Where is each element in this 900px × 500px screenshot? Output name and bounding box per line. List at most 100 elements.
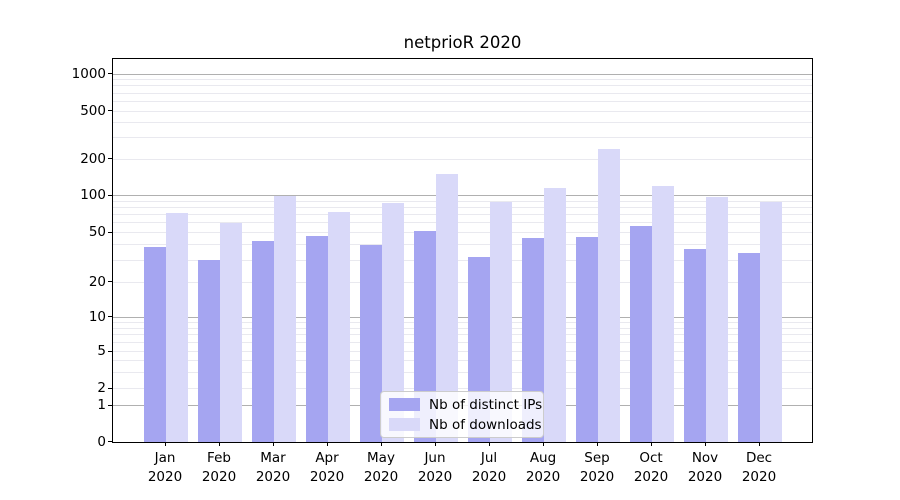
gridline-minor: [113, 214, 812, 216]
legend-item-distinct-ips: Nb of distinct IPs: [381, 396, 543, 413]
x-tick-label-jan: Jan 2020: [135, 449, 195, 486]
x-tick-label-jul: Jul 2020: [459, 449, 519, 486]
x-tick-month: Jul: [480, 450, 498, 466]
x-tick-month: Sep: [584, 450, 610, 466]
y-tick-mark: [108, 73, 112, 74]
y-tick-label: 5: [97, 343, 106, 359]
legend-item-downloads: Nb of downloads: [381, 416, 543, 433]
gridline-minor: [113, 232, 812, 233]
x-tick-year: 2020: [471, 468, 507, 485]
gridline-minor: [113, 341, 812, 343]
y-tick-label: 100: [80, 187, 106, 203]
bar-downloads-aug: [543, 188, 566, 442]
y-tick-mark: [108, 158, 112, 159]
x-tick-month: Oct: [639, 450, 663, 466]
bar-distinct-ips-dec: [737, 253, 760, 442]
x-tick-label-nov: Nov 2020: [675, 449, 735, 486]
bar-downloads-mar: [273, 195, 296, 442]
gridline-minor: [113, 259, 812, 261]
bar-downloads-jan: [165, 213, 188, 442]
x-tick-label-apr: Apr 2020: [297, 449, 357, 486]
gridline-minor: [113, 158, 812, 160]
legend-swatch-distinct-ips: [389, 398, 420, 411]
x-tick-label-sep: Sep 2020: [567, 449, 627, 486]
x-tick-month: Aug: [529, 450, 557, 466]
bar-distinct-ips-oct: [629, 225, 652, 442]
bar-distinct-ips-apr: [305, 235, 328, 442]
y-tick-mark: [108, 387, 112, 389]
gridline-minor: [113, 222, 812, 224]
y-tick-label: 200: [80, 150, 106, 167]
gridline-minor: [113, 281, 812, 283]
bar-downloads-jul: [489, 202, 512, 442]
gridline-minor: [113, 244, 812, 246]
gridline-minor: [113, 92, 812, 94]
x-tick-mark: [488, 442, 490, 446]
x-tick-mark: [218, 442, 220, 446]
gridline-minor: [113, 200, 812, 202]
x-tick-year: 2020: [417, 468, 453, 485]
x-tick-label-may: May 2020: [351, 449, 411, 486]
bar-distinct-ips-jan: [143, 247, 166, 442]
gridline-minor: [113, 85, 812, 87]
gridline-minor: [113, 388, 812, 389]
gridline-minor: [113, 110, 812, 112]
x-tick-month: Jan: [154, 450, 176, 466]
legend-label: Nb of downloads: [429, 416, 542, 433]
y-tick-mark: [108, 441, 112, 442]
x-tick-month: Mar: [260, 450, 286, 466]
y-tick-label: 50: [88, 224, 106, 240]
y-tick-mark: [108, 316, 112, 317]
bar-distinct-ips-sep: [575, 237, 598, 442]
bar-distinct-ips-feb: [197, 260, 220, 442]
x-tick-year: 2020: [741, 468, 777, 485]
x-tick-mark: [272, 442, 274, 446]
gridline-minor: [113, 137, 812, 139]
x-tick-label-mar: Mar 2020: [243, 449, 303, 486]
bar-downloads-oct: [651, 185, 674, 442]
x-tick-mark: [380, 442, 382, 446]
x-tick-year: 2020: [687, 468, 723, 485]
x-tick-mark: [434, 442, 436, 446]
bar-distinct-ips-mar: [251, 240, 274, 442]
x-tick-label-oct: Oct 2020: [621, 449, 681, 486]
legend-label: Nb of distinct IPs: [429, 396, 543, 413]
gridline-minor: [113, 334, 812, 336]
gridline-minor: [113, 351, 812, 352]
x-tick-month: Apr: [315, 450, 339, 466]
x-tick-mark: [596, 442, 598, 446]
y-tick-mark: [108, 231, 112, 233]
bar-distinct-ips-jun: [413, 231, 436, 442]
x-tick-mark: [650, 442, 652, 446]
y-tick-label: 1000: [71, 65, 106, 82]
y-tick-label: 20: [88, 273, 106, 290]
y-tick-label: 500: [80, 102, 106, 119]
gridline-minor: [113, 79, 812, 81]
x-tick-year: 2020: [201, 468, 237, 485]
x-tick-year: 2020: [525, 468, 561, 485]
y-tick-mark: [108, 194, 112, 196]
x-tick-label-dec: Dec 2020: [729, 449, 789, 486]
x-tick-year: 2020: [363, 468, 399, 485]
y-tick-mark: [108, 110, 112, 111]
gridline-major: [113, 195, 812, 196]
gridline-major: [113, 316, 812, 318]
x-tick-year: 2020: [147, 468, 183, 485]
gridline-minor: [113, 321, 812, 323]
x-tick-year: 2020: [255, 468, 291, 485]
bar-distinct-ips-may: [359, 244, 382, 442]
bar-downloads-apr: [327, 211, 350, 442]
x-tick-month: Jun: [424, 450, 446, 466]
x-tick-year: 2020: [579, 468, 615, 485]
bar-downloads-nov: [705, 196, 728, 442]
x-tick-year: 2020: [309, 468, 345, 485]
bar-downloads-feb: [219, 222, 242, 442]
bar-downloads-jun: [435, 174, 458, 442]
gridline-minor: [113, 122, 812, 124]
y-tick-mark: [108, 281, 112, 282]
x-tick-label-jun: Jun 2020: [405, 449, 465, 486]
x-tick-mark: [164, 442, 166, 446]
bar-downloads-may: [381, 202, 404, 442]
gridline-minor: [113, 371, 812, 373]
